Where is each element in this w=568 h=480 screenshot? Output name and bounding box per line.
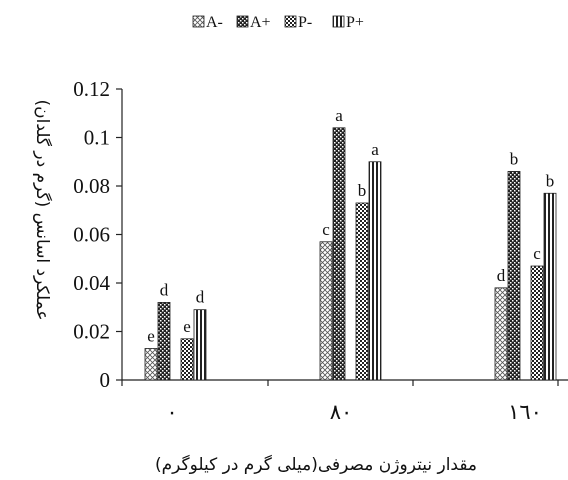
bar-A+-0 <box>157 301 171 381</box>
bar-A--0 <box>144 348 158 381</box>
legend-label: A- <box>206 14 223 31</box>
bar-letter-label: a <box>335 106 343 125</box>
bar-P+-0 <box>193 309 207 381</box>
y-tick-label: 0.12 <box>73 77 110 101</box>
bar-A+-1 <box>332 127 346 381</box>
legend-swatch <box>192 15 205 28</box>
x-tick-label: ٨٠ <box>330 400 353 424</box>
bar-letter-label: e <box>183 317 191 336</box>
bar-A+-2 <box>507 171 521 381</box>
bar-letter-label: b <box>546 171 555 190</box>
y-axis-title: عملکرد اسانس (گرم در گلدان) <box>32 100 53 321</box>
bar-letter-label: c <box>322 220 330 239</box>
bar-P+-1 <box>368 161 382 381</box>
bar-letter-label: d <box>196 288 205 307</box>
x-tick-label: ١٦٠ <box>508 400 542 424</box>
x-axis-title: مقدار نیتروژن مصرفی(میلی گرم در کیلوگرم) <box>155 454 477 475</box>
bar-P--0 <box>180 338 194 381</box>
y-tick-label: 0.02 <box>73 320 110 344</box>
bar-letter-label: a <box>371 140 379 159</box>
x-tick-label: ٠ <box>166 400 177 424</box>
bar-letter-label: e <box>147 326 155 345</box>
bar-letter-label: d <box>160 280 169 299</box>
bar-A--2 <box>494 287 508 381</box>
bar-letter-label: d <box>497 266 506 285</box>
legend-label: P- <box>298 14 312 31</box>
y-tick-label: 0 <box>100 368 111 392</box>
bar-P--2 <box>530 265 544 381</box>
y-tick-label: 0.1 <box>84 126 110 150</box>
legend: A- A+ P- P+ <box>192 14 364 31</box>
legend-label: A+ <box>250 14 271 31</box>
bars: e c d d a b e b c d a b <box>144 106 557 381</box>
legend-label: P+ <box>346 14 364 31</box>
legend-swatch <box>284 15 297 28</box>
legend-swatch <box>332 15 345 28</box>
y-tick-label: 0.04 <box>73 271 110 295</box>
y-ticks: 0 0.02 0.04 0.06 0.08 0.1 0.12 <box>73 77 122 392</box>
bar-letter-label: b <box>358 181 367 200</box>
bar-P+-2 <box>543 192 557 381</box>
y-tick-label: 0.06 <box>73 223 110 247</box>
bar-letter-label: b <box>510 149 519 168</box>
legend-swatch <box>236 15 249 28</box>
bar-letter-label: c <box>533 244 541 263</box>
bar-P--1 <box>355 202 369 381</box>
y-tick-label: 0.08 <box>73 174 110 198</box>
bar-A--1 <box>319 241 333 381</box>
x-ticks: ٠ ٨٠ ١٦٠ <box>121 380 559 424</box>
